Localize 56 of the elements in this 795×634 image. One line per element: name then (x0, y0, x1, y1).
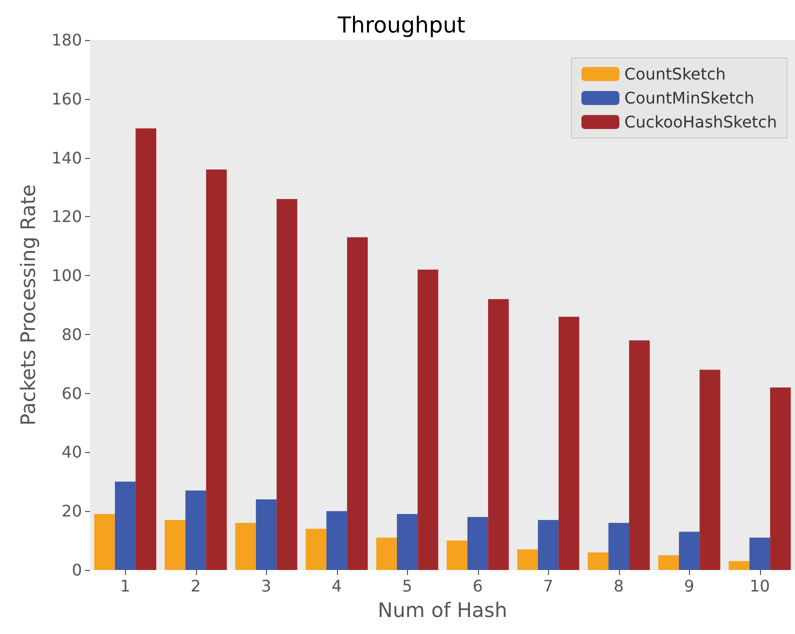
bar (94, 514, 115, 570)
bar (558, 316, 580, 570)
bar (588, 552, 608, 570)
bar (347, 237, 368, 570)
bar (396, 514, 418, 570)
bar (418, 270, 438, 570)
bar (136, 128, 156, 570)
x-tick-label: 2 (190, 576, 201, 596)
y-axis-title: Packets Processing Rate (16, 184, 40, 426)
bar (467, 517, 488, 570)
x-tick-label: 7 (543, 576, 554, 596)
y-tick-label: 60 (62, 384, 82, 403)
x-tick-label: 3 (261, 576, 272, 596)
bar (538, 520, 559, 570)
bar (276, 199, 298, 570)
bar (700, 370, 720, 570)
bar (658, 555, 679, 570)
y-tick-label: 80 (62, 324, 82, 344)
x-tick-label: 4 (332, 576, 342, 596)
y-tick-label: 40 (62, 442, 82, 462)
legend-label: CountMinSketch (624, 88, 754, 108)
bar (608, 522, 630, 570)
bar (728, 561, 750, 570)
x-tick-label: 10 (750, 576, 770, 596)
legend-label: CountSketch (624, 64, 726, 84)
bar (306, 528, 326, 570)
x-axis-title: Num of Hash (378, 598, 508, 622)
bar (446, 540, 468, 570)
bar (678, 532, 700, 570)
x-tick-label: 6 (472, 576, 483, 596)
y-tick-label: 20 (62, 502, 82, 521)
x-tick-label: 5 (402, 576, 412, 596)
bar (326, 511, 348, 570)
y-tick-label: 140 (51, 148, 82, 168)
bar (517, 549, 538, 570)
chart-title: Throughput (336, 14, 466, 38)
bar (749, 538, 770, 570)
y-tick-label: 0 (72, 560, 82, 580)
y-tick-label: 160 (51, 89, 82, 108)
bar (114, 482, 136, 570)
bar (185, 490, 206, 570)
x-tick-label: 8 (614, 576, 624, 596)
bar (256, 499, 277, 570)
y-tick-label: 180 (51, 30, 82, 50)
x-tick-label: 1 (120, 576, 130, 596)
bar (488, 299, 509, 570)
bar (164, 520, 186, 570)
y-tick-label: 100 (51, 266, 82, 286)
bar (770, 387, 791, 570)
bar (206, 170, 227, 570)
legend-label: CuckooHashSketch (624, 112, 778, 132)
bar (629, 340, 650, 570)
bar (235, 522, 256, 570)
x-tick-label: 9 (684, 576, 694, 596)
bar (376, 538, 397, 570)
y-tick-label: 120 (51, 207, 82, 226)
